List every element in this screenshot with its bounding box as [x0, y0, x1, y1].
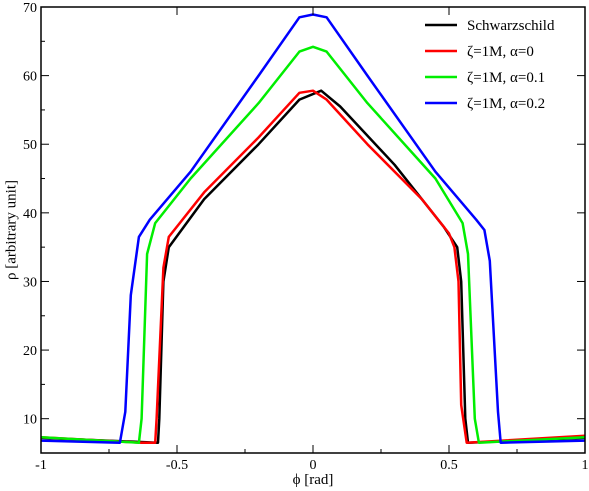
- legend: Schwarzschild ζ=1M, α=0 ζ=1M, α=0.1 ζ=1M, α…: [425, 18, 555, 112]
- y-tick-label: 40: [23, 207, 37, 222]
- y-tick-label: 50: [23, 138, 37, 153]
- series-line-0: [40, 89, 586, 444]
- series-line-1: [40, 89, 586, 444]
- y-tick-label: 60: [23, 70, 37, 85]
- y-axis-title: ρ [arbitrary unit]: [3, 180, 19, 280]
- y-tick-label: 70: [23, 1, 37, 16]
- x-tick-label: 0: [310, 458, 317, 473]
- y-tick-label: 30: [23, 275, 37, 290]
- legend-label-0: Schwarzschild: [467, 18, 555, 34]
- x-axis-title: ϕ [rad]: [293, 472, 334, 488]
- legend-label-2: ζ=1M, α=0.1: [467, 70, 545, 86]
- ticks-layer: -1 -0.5 0 0.5 1 10 20 30 40 50 60 70: [23, 1, 589, 473]
- legend-label-1: ζ=1M, α=0: [467, 44, 534, 60]
- x-tick-label: -1: [35, 458, 47, 473]
- y-tick-label: 20: [23, 344, 37, 359]
- x-tick-label: -0.5: [166, 458, 188, 473]
- y-tick-label: 10: [23, 413, 37, 428]
- legend-label-3: ζ=1M, α=0.2: [467, 96, 545, 112]
- x-tick-label: 1: [582, 458, 589, 473]
- series-line-2: [40, 45, 586, 444]
- x-tick-label: 0.5: [440, 458, 458, 473]
